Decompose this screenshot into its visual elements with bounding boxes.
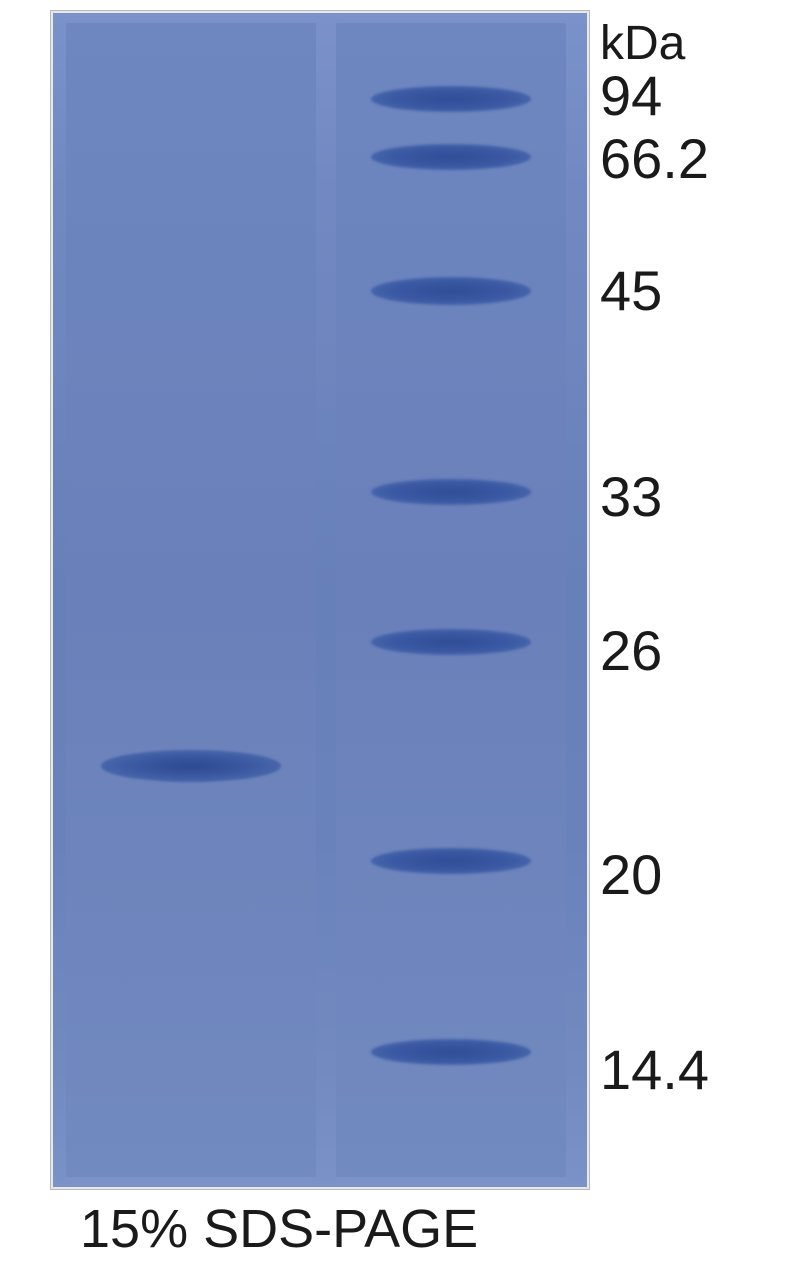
marker-band bbox=[371, 86, 531, 112]
molecular-weight-labels: kDa 9466.24533262014.4 bbox=[600, 10, 780, 1190]
mw-label: 94 bbox=[600, 63, 662, 128]
marker-lane bbox=[336, 23, 566, 1177]
marker-band bbox=[371, 144, 531, 170]
mw-label: 45 bbox=[600, 258, 662, 323]
mw-label: 20 bbox=[600, 842, 662, 907]
gel-caption: 15% SDS-PAGE bbox=[80, 1198, 478, 1260]
sample-lane bbox=[66, 23, 316, 1177]
marker-band bbox=[371, 848, 531, 874]
mw-label: 14.4 bbox=[600, 1037, 709, 1102]
mw-label: 26 bbox=[600, 618, 662, 683]
marker-band bbox=[371, 479, 531, 505]
gel-container bbox=[50, 10, 590, 1190]
marker-band bbox=[371, 277, 531, 305]
marker-band bbox=[371, 1039, 531, 1065]
sample-band bbox=[101, 750, 281, 782]
marker-band bbox=[371, 629, 531, 655]
mw-label: 66.2 bbox=[600, 126, 709, 191]
mw-label: 33 bbox=[600, 464, 662, 529]
